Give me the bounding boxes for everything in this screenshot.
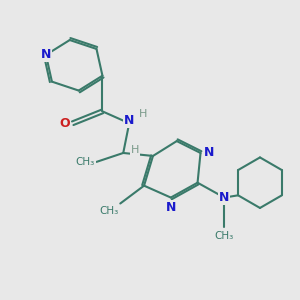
Text: CH₃: CH₃: [215, 231, 234, 241]
Text: O: O: [59, 117, 70, 130]
Text: N: N: [41, 48, 51, 62]
Text: H: H: [139, 109, 147, 119]
Text: CH₃: CH₃: [100, 206, 119, 217]
Text: N: N: [204, 146, 214, 160]
Text: N: N: [166, 201, 176, 214]
Text: N: N: [124, 114, 134, 127]
Text: N: N: [219, 191, 230, 204]
Text: CH₃: CH₃: [76, 157, 95, 167]
Text: H: H: [131, 145, 139, 155]
